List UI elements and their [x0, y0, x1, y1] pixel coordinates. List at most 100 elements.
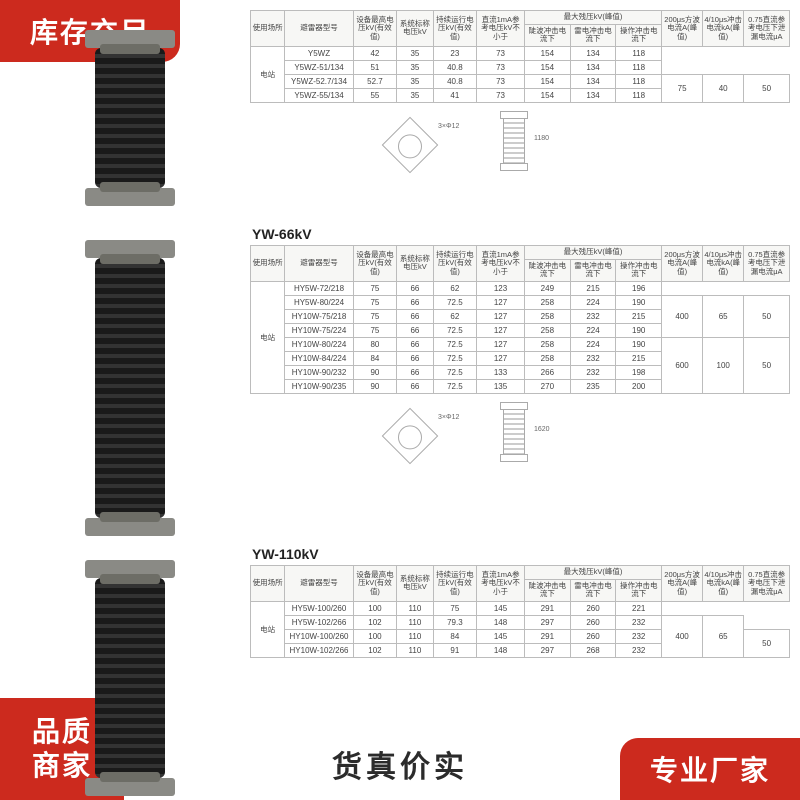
table-cell: 258 — [525, 323, 571, 337]
table-cell: 75 — [433, 601, 476, 615]
table-cell: 35 — [397, 60, 434, 74]
table-cell: 224 — [570, 323, 616, 337]
table-cell: 232 — [616, 629, 662, 643]
model-number-cell: HY10W-80/224 — [285, 337, 354, 351]
table-cell: 154 — [525, 88, 571, 102]
table-cell: 91 — [433, 643, 476, 657]
table-cell: 232 — [570, 365, 616, 379]
col-subheader: 陡波冲击电流下 — [525, 259, 571, 281]
table-cell: 66 — [397, 351, 434, 365]
table-cell: 190 — [616, 295, 662, 309]
table-cell: 134 — [570, 46, 616, 60]
table-cell: 400 — [662, 615, 703, 657]
table-cell: 190 — [616, 337, 662, 351]
table-cell: 75 — [353, 323, 396, 337]
table-cell: 258 — [525, 351, 571, 365]
table-cell: 73 — [477, 88, 525, 102]
table-cell: 118 — [616, 46, 662, 60]
table-cell: 35 — [397, 74, 434, 88]
table-cell: 72.5 — [433, 323, 476, 337]
col-header: 系统标称电压kV — [397, 566, 434, 602]
col-header: 系统标称电压kV — [397, 246, 434, 282]
page-container: 库存充足 品质 商家 专业厂家 货真价实 使用场所避雷器型号设备最高电压kV(有… — [0, 0, 800, 800]
col-header: 避雷器型号 — [285, 11, 354, 47]
col-header: 避雷器型号 — [285, 246, 354, 282]
model-label-110kv: YW-110kV — [252, 546, 790, 562]
table-cell: 73 — [477, 60, 525, 74]
insulator-coil-icon — [95, 48, 165, 188]
model-number-cell: HY5W-72/218 — [285, 281, 354, 295]
col-subheader: 陡波冲击电流下 — [525, 579, 571, 601]
table-cell: 297 — [525, 643, 571, 657]
badge-professional: 专业厂家 — [620, 738, 800, 800]
flange-top-icon — [85, 30, 175, 48]
table-cell: 110 — [397, 601, 434, 615]
base-plate-icon — [382, 117, 439, 174]
table-cell: 291 — [525, 601, 571, 615]
col-subheader: 操作冲击电流下 — [616, 24, 662, 46]
row-category: 电站 — [251, 46, 285, 102]
table-cell: 66 — [397, 379, 434, 393]
table-cell: 100 — [703, 337, 744, 393]
insulator-coil-icon — [95, 258, 165, 518]
table-cell: 270 — [525, 379, 571, 393]
spec-table-66kv: 使用场所避雷器型号设备最高电压kV(有效值)系统标称电压kV持续运行电压kV(有… — [250, 245, 790, 394]
col-subheader: 操作冲击电流下 — [616, 579, 662, 601]
table-cell: 600 — [662, 337, 703, 393]
table-cell: 42 — [353, 46, 396, 60]
table-cell: 154 — [525, 60, 571, 74]
product-illustration-66kv — [30, 240, 230, 536]
product-illustration-110kv — [30, 560, 230, 796]
model-number-cell: HY10W-90/232 — [285, 365, 354, 379]
section-66kv: YW-66kV 使用场所避雷器型号设备最高电压kV(有效值)系统标称电压kV持续… — [250, 220, 790, 468]
col-header: 持续运行电压kV(有效值) — [433, 246, 476, 282]
table-cell: 40.8 — [433, 60, 476, 74]
height-dim: 1180 — [534, 135, 549, 142]
table-cell: 266 — [525, 365, 571, 379]
table-cell: 35 — [397, 88, 434, 102]
side-view-icon — [500, 111, 528, 173]
table-cell: 224 — [570, 337, 616, 351]
spec-table-40kv: 使用场所避雷器型号设备最高电压kV(有效值)系统标称电压kV持续运行电压kV(有… — [250, 10, 790, 103]
section-40kv: 使用场所避雷器型号设备最高电压kV(有效值)系统标称电压kV持续运行电压kV(有… — [250, 10, 790, 177]
table-cell: 50 — [744, 74, 790, 102]
col-header: 系统标称电压kV — [397, 11, 434, 47]
table-cell: 198 — [616, 365, 662, 379]
table-cell: 118 — [616, 88, 662, 102]
insulator-coil-icon — [95, 578, 165, 778]
table-cell: 232 — [570, 309, 616, 323]
col-header: 使用场所 — [251, 11, 285, 47]
table-cell: 66 — [397, 281, 434, 295]
table-cell: 400 — [662, 295, 703, 337]
base-plate-icon — [382, 408, 439, 465]
bolt-dim: 3×Φ12 — [438, 414, 459, 421]
table-cell: 75 — [353, 281, 396, 295]
table-cell: 66 — [397, 309, 434, 323]
table-cell: 258 — [525, 337, 571, 351]
table-cell: 196 — [616, 281, 662, 295]
table-cell: 110 — [397, 643, 434, 657]
flange-top-icon — [85, 240, 175, 258]
col-header: 直流1mA参考电压kV不小于 — [477, 246, 525, 282]
table-cell: 190 — [616, 323, 662, 337]
model-number-cell: HY10W-90/235 — [285, 379, 354, 393]
col-header: 避雷器型号 — [285, 566, 354, 602]
col-subheader: 雷电冲击电流下 — [570, 579, 616, 601]
table-cell: 235 — [570, 379, 616, 393]
col-header: 直流1mA参考电压kV不小于 — [477, 11, 525, 47]
model-number-cell: Y5WZ-51/134 — [285, 60, 354, 74]
col-header: 持续运行电压kV(有效值) — [433, 11, 476, 47]
table-cell: 50 — [744, 337, 790, 393]
model-number-cell: Y5WZ-55/134 — [285, 88, 354, 102]
table-cell: 135 — [477, 379, 525, 393]
table-cell: 134 — [570, 60, 616, 74]
table-cell: 127 — [477, 337, 525, 351]
table-cell: 23 — [433, 46, 476, 60]
table-cell: 127 — [477, 309, 525, 323]
col-subheader: 陡波冲击电流下 — [525, 24, 571, 46]
model-number-cell: HY5W-102/266 — [285, 615, 354, 629]
bolt-dim: 3×Φ12 — [438, 123, 459, 130]
table-cell: 232 — [616, 615, 662, 629]
table-cell: 232 — [616, 643, 662, 657]
col-header: 200μs方波电流A(峰值) — [662, 566, 703, 602]
